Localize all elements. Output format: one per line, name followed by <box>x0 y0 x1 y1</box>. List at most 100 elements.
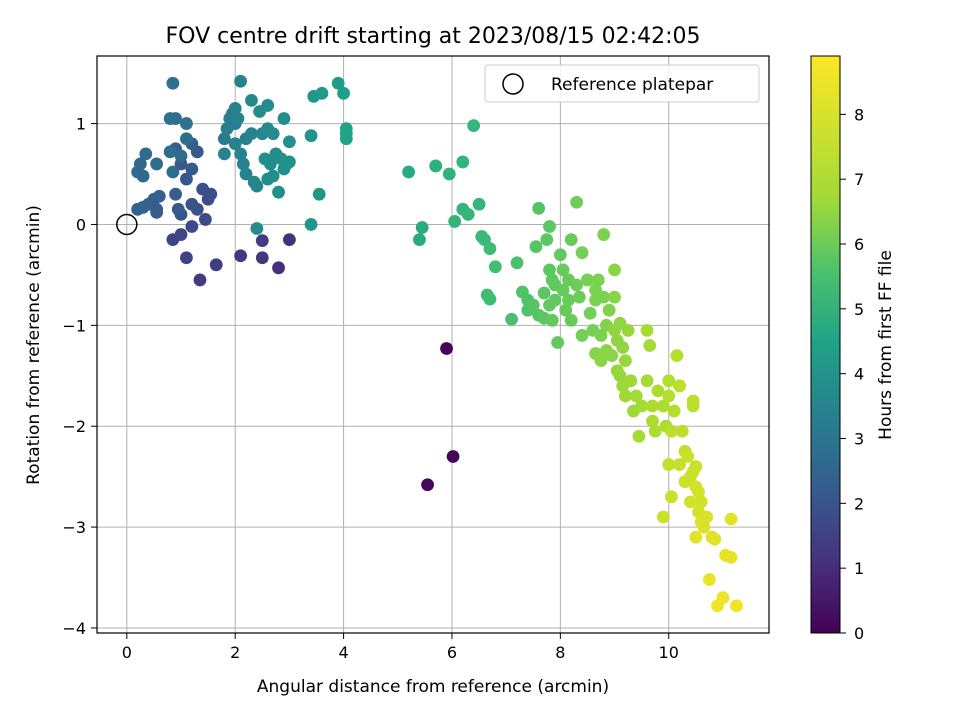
data-point <box>304 129 318 143</box>
data-point <box>572 290 586 304</box>
y-tick-label: 0 <box>76 215 86 234</box>
data-point <box>510 256 524 270</box>
data-point <box>234 74 248 88</box>
data-point <box>236 157 250 171</box>
data-point <box>174 149 188 163</box>
data-point <box>228 102 242 115</box>
data-point <box>575 246 589 260</box>
data-point <box>591 273 605 287</box>
y-tick-label: −2 <box>62 417 86 436</box>
colorbar-tick-label: 5 <box>854 300 864 319</box>
data-point <box>662 389 676 403</box>
y-tick-label: −4 <box>62 619 86 638</box>
data-point <box>180 251 193 265</box>
colorbar-gradient <box>810 55 841 634</box>
colorbar-ticks: 0 1 2 3 4 5 6 7 8 <box>840 105 864 643</box>
data-point <box>570 195 584 209</box>
data-point <box>529 240 543 254</box>
data-point <box>250 179 264 193</box>
data-point <box>472 197 486 211</box>
data-point <box>339 132 353 146</box>
data-point <box>594 354 608 368</box>
legend-box <box>484 64 760 103</box>
data-point <box>600 344 613 357</box>
data-point <box>255 251 269 265</box>
data-point <box>640 374 654 388</box>
data-point <box>629 389 643 403</box>
data-point <box>697 520 711 534</box>
data-point <box>632 429 646 443</box>
data-point <box>277 112 291 125</box>
data-point <box>646 399 659 413</box>
data-point <box>440 342 453 355</box>
data-point <box>640 323 654 337</box>
data-point <box>166 165 180 179</box>
data-point <box>540 233 554 246</box>
data-point <box>700 510 714 524</box>
data-point <box>556 283 570 297</box>
data-point <box>488 260 502 274</box>
data-points <box>131 74 743 613</box>
chart-title: FOV centre drift starting at 2023/08/15 … <box>166 24 701 49</box>
data-point <box>667 404 681 418</box>
data-point <box>689 530 703 544</box>
data-point <box>272 261 285 275</box>
data-point <box>662 374 676 388</box>
data-point <box>131 202 145 216</box>
data-point <box>564 313 578 327</box>
data-point <box>662 458 676 471</box>
data-point <box>670 349 684 362</box>
data-point <box>196 182 210 196</box>
y-tick-label: −1 <box>62 316 86 335</box>
colorbar: 0 1 2 3 4 5 6 7 8 Hours from first FF file <box>810 55 896 643</box>
data-point <box>583 306 597 320</box>
data-point <box>597 290 611 304</box>
colorbar-tick-label: 3 <box>854 430 864 449</box>
data-point <box>185 220 199 233</box>
data-point <box>448 215 462 228</box>
data-point <box>180 132 193 146</box>
data-point <box>545 313 559 327</box>
data-point <box>429 159 443 173</box>
data-point <box>624 374 638 388</box>
data-point <box>315 86 329 100</box>
data-point <box>553 248 567 262</box>
data-point <box>209 258 223 272</box>
data-point <box>185 162 199 176</box>
data-point <box>231 112 245 125</box>
data-point <box>594 329 608 342</box>
data-point <box>150 157 164 171</box>
x-axis-label: Angular distance from reference (arcmin) <box>257 677 609 697</box>
data-point <box>166 76 180 90</box>
data-point <box>193 273 207 287</box>
data-point <box>228 137 242 151</box>
data-point <box>402 165 416 179</box>
reference-marker <box>116 213 138 236</box>
data-point <box>702 573 716 586</box>
data-point <box>282 155 296 169</box>
data-point <box>570 278 584 292</box>
data-point <box>255 234 269 247</box>
data-point <box>421 478 434 492</box>
data-point <box>665 490 678 504</box>
data-point <box>234 147 248 161</box>
data-point <box>446 450 460 463</box>
data-point <box>686 399 700 413</box>
data-point <box>559 303 573 317</box>
colorbar-tick-label: 0 <box>854 624 864 643</box>
data-point <box>724 512 738 526</box>
data-point <box>730 599 743 613</box>
data-point <box>681 450 695 463</box>
data-point <box>272 185 285 199</box>
x-tick-label: 6 <box>447 643 457 662</box>
colorbar-tick-label: 7 <box>854 170 864 189</box>
legend-marker-icon <box>502 73 524 95</box>
data-point <box>442 167 456 181</box>
data-point <box>198 213 212 226</box>
y-axis-label: Rotation from reference (arcmin) <box>24 205 44 485</box>
data-point <box>575 329 589 342</box>
data-point <box>689 460 703 473</box>
data-point <box>152 189 166 203</box>
data-point <box>618 389 632 403</box>
